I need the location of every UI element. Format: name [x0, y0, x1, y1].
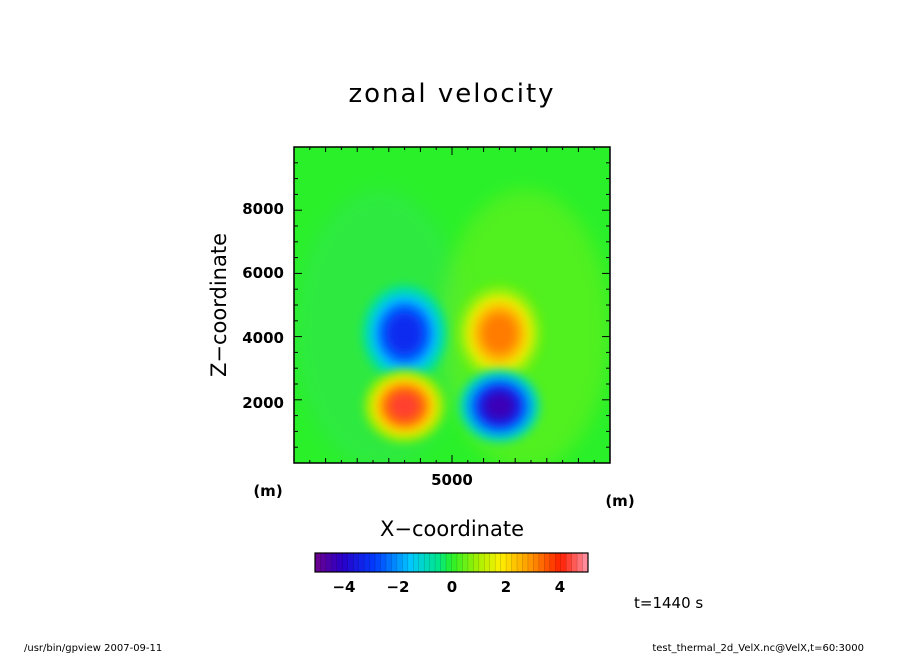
heatmap-cell [481, 312, 518, 355]
y-unit-label: (m) [253, 482, 282, 500]
colorbar-cell [467, 553, 474, 572]
colorbar-tick-label: −2 [386, 578, 409, 596]
chart-title: zonal velocity [348, 79, 555, 109]
colorbar-cell [577, 553, 584, 572]
colorbar [315, 553, 589, 572]
colorbar-cell [336, 553, 343, 572]
colorbar-cell [353, 553, 360, 572]
colorbar-cell [446, 553, 452, 572]
colorbar-cell [413, 553, 420, 572]
colorbar-tick-label: 2 [501, 578, 511, 596]
colorbar-cell [511, 553, 518, 572]
time-label: t=1440 s [634, 594, 703, 612]
colorbar-cell [456, 553, 463, 572]
colorbar-cell [347, 553, 354, 572]
x-axis-label: X−coordinate [380, 517, 524, 541]
colorbar-cell [484, 553, 491, 572]
colorbar-cell [429, 553, 436, 572]
colorbar-cell [407, 553, 414, 572]
colorbar-cell [402, 553, 409, 572]
colorbar-cell [440, 553, 447, 572]
heatmap-cell [388, 391, 421, 421]
heatmap-cell [386, 312, 423, 355]
footer-left: /usr/bin/gpview 2007-09-11 [24, 643, 162, 654]
colorbar-cell [555, 553, 562, 572]
y-tick-label-4000: 4000 [242, 329, 284, 347]
colorbar-tick-label: 0 [447, 578, 457, 596]
y-tick-label-6000: 6000 [242, 264, 284, 282]
colorbar-cell [522, 553, 529, 572]
heatmap-features [362, 285, 542, 443]
colorbar-tick-label: −4 [332, 578, 355, 596]
colorbar-cell [325, 553, 332, 572]
colorbar-frame [314, 552, 589, 573]
colorbar-cell [462, 553, 469, 572]
heatmap-field [294, 147, 610, 463]
y-tick-label-2000: 2000 [242, 394, 284, 412]
colorbar-cell [369, 553, 376, 572]
colorbar-cell [391, 553, 398, 572]
colorbar-cell [538, 553, 545, 572]
colorbar-cell [566, 553, 573, 572]
colorbar-cell [495, 553, 502, 572]
colorbar-cell [320, 553, 327, 572]
heatmap-blob [457, 285, 542, 382]
colorbar-cell [533, 553, 540, 572]
colorbar-cell [560, 553, 567, 572]
colorbar-cell [478, 553, 485, 572]
colorbar-cell [396, 553, 403, 572]
colorbar-cell [342, 553, 349, 572]
x-tick-label-5000: 5000 [431, 471, 473, 489]
colorbar-cell [424, 553, 431, 572]
y-tick-label-8000: 8000 [242, 200, 284, 218]
colorbar-tick-label: 4 [555, 578, 565, 596]
colorbar-cell [380, 553, 387, 572]
colorbar-cell [451, 553, 458, 572]
colorbar-cell [331, 553, 338, 572]
colorbar-cell [544, 553, 551, 572]
x-unit-label: (m) [605, 492, 634, 510]
colorbar-cell [500, 553, 507, 572]
colorbar-cell [506, 553, 513, 572]
y-axis-label: Z−coordinate [207, 233, 231, 377]
colorbar-cell [571, 553, 578, 572]
colorbar-cell [489, 553, 496, 572]
axis-ticks [294, 147, 610, 463]
colorbar-cell [364, 553, 371, 572]
colorbar-cell [549, 553, 556, 572]
colorbar-cell [418, 553, 425, 572]
colorbar-cell [517, 553, 523, 572]
colorbar-cell [527, 553, 534, 572]
heatmap-blob [362, 285, 447, 382]
heatmap-cell [483, 391, 516, 421]
colorbar-cell [375, 553, 382, 572]
colorbar-cell [582, 553, 589, 572]
colorbar-cell [473, 553, 480, 572]
colorbar-cell [385, 553, 392, 572]
colorbar-cell [315, 553, 321, 572]
colorbar-cell [435, 553, 442, 572]
colorbar-cell [358, 553, 365, 572]
heatmap-blob [459, 370, 540, 443]
heatmap-blob [364, 370, 445, 443]
footer-right: test_thermal_2d_VelX.nc@VelX,t=60:3000 [652, 643, 864, 654]
